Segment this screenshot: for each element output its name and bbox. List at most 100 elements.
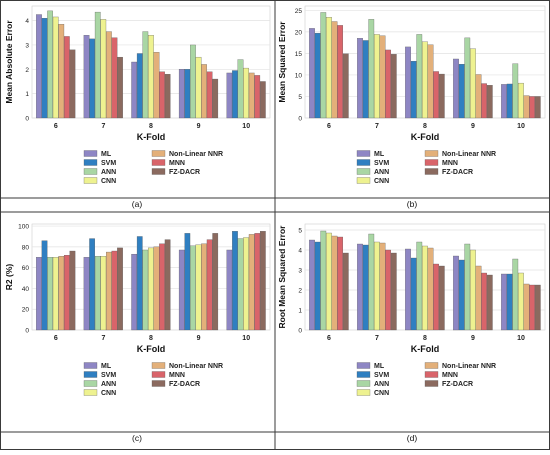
x-tick-label: 10 bbox=[242, 123, 250, 130]
x-tick-label: 6 bbox=[327, 335, 331, 342]
x-tick-label: 10 bbox=[517, 335, 525, 342]
bar-mnn-6 bbox=[64, 255, 70, 331]
bar-fz-dacr-9 bbox=[212, 78, 219, 119]
panel-label: (a) bbox=[132, 199, 143, 209]
y-axis-label: Mean Squared Error bbox=[277, 21, 287, 103]
x-tick-label: 7 bbox=[101, 123, 105, 130]
x-tick-label: 7 bbox=[375, 123, 379, 130]
legend-label-ml: ML bbox=[101, 363, 112, 370]
legend-label-mnn: MNN bbox=[442, 372, 458, 379]
bar-ann-8 bbox=[416, 34, 423, 119]
y-tick-label: 0 bbox=[298, 116, 302, 123]
bar-mnn-8 bbox=[159, 243, 165, 331]
bar-non-linear-nnr-7 bbox=[379, 35, 386, 119]
legend-swatch-svm bbox=[356, 159, 371, 166]
x-tick-label: 10 bbox=[517, 123, 525, 130]
legend-swatch-non-linear-nnr bbox=[424, 150, 439, 157]
y-tick-label: 40 bbox=[22, 286, 30, 293]
legend-label-svm: SVM bbox=[374, 372, 389, 379]
y-axis-label: Root Mean Squared Error bbox=[277, 225, 287, 329]
bar-svm-8 bbox=[136, 236, 143, 331]
y-tick-label: 0 bbox=[25, 116, 29, 123]
bar-fz-dacr-9 bbox=[212, 233, 219, 331]
y-axis-label: R2 (%) bbox=[4, 264, 14, 291]
legend-label-mnn: MNN bbox=[169, 372, 185, 379]
bar-svm-10 bbox=[506, 273, 513, 331]
x-axis-label: K-Fold bbox=[137, 344, 166, 354]
legend-label-fz-dacr: FZ-DACR bbox=[442, 169, 473, 176]
bar-ml-8 bbox=[405, 46, 411, 119]
legend-label-ann: ANN bbox=[374, 381, 389, 388]
bar-mnn-6 bbox=[64, 36, 70, 119]
bar-ann-8 bbox=[416, 241, 423, 331]
bar-ml-10 bbox=[226, 249, 233, 331]
legend-label-fz-dacr: FZ-DACR bbox=[169, 381, 200, 388]
legend-swatch-ann bbox=[83, 168, 98, 175]
bar-svm-8 bbox=[410, 60, 417, 119]
bar-svm-7 bbox=[89, 38, 95, 119]
bar-cnn-9 bbox=[195, 56, 202, 119]
bar-ml-10 bbox=[501, 84, 507, 119]
x-tick-label: 9 bbox=[197, 123, 201, 130]
bar-cnn-10 bbox=[518, 82, 524, 119]
panel-label: (d) bbox=[407, 433, 418, 443]
x-tick-label: 10 bbox=[242, 335, 250, 342]
bar-cnn-7 bbox=[374, 34, 380, 119]
bar-ann-6 bbox=[47, 257, 53, 331]
x-tick-label: 8 bbox=[423, 123, 427, 130]
y-tick-label: 3 bbox=[298, 268, 302, 275]
bar-mnn-8 bbox=[159, 71, 165, 119]
y-tick-label: 4 bbox=[25, 18, 29, 25]
chart-panel-2: 0 5 10 15 20 25 6 7 8 9 10 K-Fold Mean Squared Error… bbox=[277, 5, 546, 185]
bar-non-linear-nnr-6 bbox=[331, 21, 338, 119]
bar-svm-9 bbox=[184, 69, 191, 119]
legend-label-ann: ANN bbox=[101, 169, 116, 176]
y-tick-label: 100 bbox=[18, 224, 29, 231]
y-tick-label: 15 bbox=[295, 51, 303, 58]
bar-ann-8 bbox=[142, 249, 149, 331]
bar-fz-dacr-8 bbox=[438, 265, 445, 331]
x-tick-label: 7 bbox=[375, 335, 379, 342]
bar-fz-dacr-8 bbox=[164, 239, 171, 331]
legend-label-cnn: CNN bbox=[101, 390, 116, 397]
legend-label-cnn: CNN bbox=[101, 178, 116, 185]
bar-cnn-9 bbox=[195, 244, 202, 331]
bar-ml-8 bbox=[405, 248, 411, 331]
bar-ml-8 bbox=[131, 61, 138, 119]
bar-cnn-10 bbox=[243, 237, 249, 331]
x-tick-label: 9 bbox=[471, 335, 475, 342]
bar-cnn-7 bbox=[374, 241, 380, 331]
y-tick-label: 4 bbox=[298, 248, 302, 255]
bar-svm-10 bbox=[232, 70, 238, 119]
bar-cnn-8 bbox=[148, 35, 154, 119]
y-tick-label: 25 bbox=[295, 8, 303, 15]
y-tick-label: 80 bbox=[22, 244, 30, 251]
bar-cnn-6 bbox=[326, 232, 332, 331]
legend-label-ann: ANN bbox=[101, 381, 116, 388]
bar-non-linear-nnr-10 bbox=[248, 234, 255, 331]
legend-label-cnn: CNN bbox=[374, 390, 389, 397]
x-tick-label: 6 bbox=[54, 123, 58, 130]
bar-fz-dacr-6 bbox=[342, 53, 349, 119]
bar-mnn-9 bbox=[481, 83, 487, 119]
legend-swatch-fz-dacr bbox=[151, 168, 166, 175]
x-tick-label: 9 bbox=[471, 123, 475, 130]
bar-ml-10 bbox=[501, 273, 507, 331]
bar-svm-8 bbox=[410, 257, 417, 331]
legend-swatch-svm bbox=[83, 159, 98, 166]
bar-ann-9 bbox=[464, 243, 471, 331]
x-axis-label: K-Fold bbox=[411, 132, 440, 142]
bar-svm-7 bbox=[89, 238, 95, 331]
bar-svm-9 bbox=[458, 64, 465, 119]
legend-swatch-svm bbox=[83, 371, 98, 378]
x-axis-label: K-Fold bbox=[137, 132, 166, 142]
legend-swatch-non-linear-nnr bbox=[151, 362, 166, 369]
bar-ml-9 bbox=[453, 58, 459, 119]
bar-cnn-8 bbox=[422, 41, 428, 119]
bar-ann-9 bbox=[190, 245, 196, 331]
bar-ann-10 bbox=[512, 258, 519, 331]
bar-fz-dacr-10 bbox=[534, 284, 541, 331]
bar-non-linear-nnr-10 bbox=[248, 72, 255, 119]
chart-panel-4: 0 1 2 3 4 5 6 7 8 9 10 K-Fold Root Mean Squared Erro… bbox=[277, 223, 546, 397]
